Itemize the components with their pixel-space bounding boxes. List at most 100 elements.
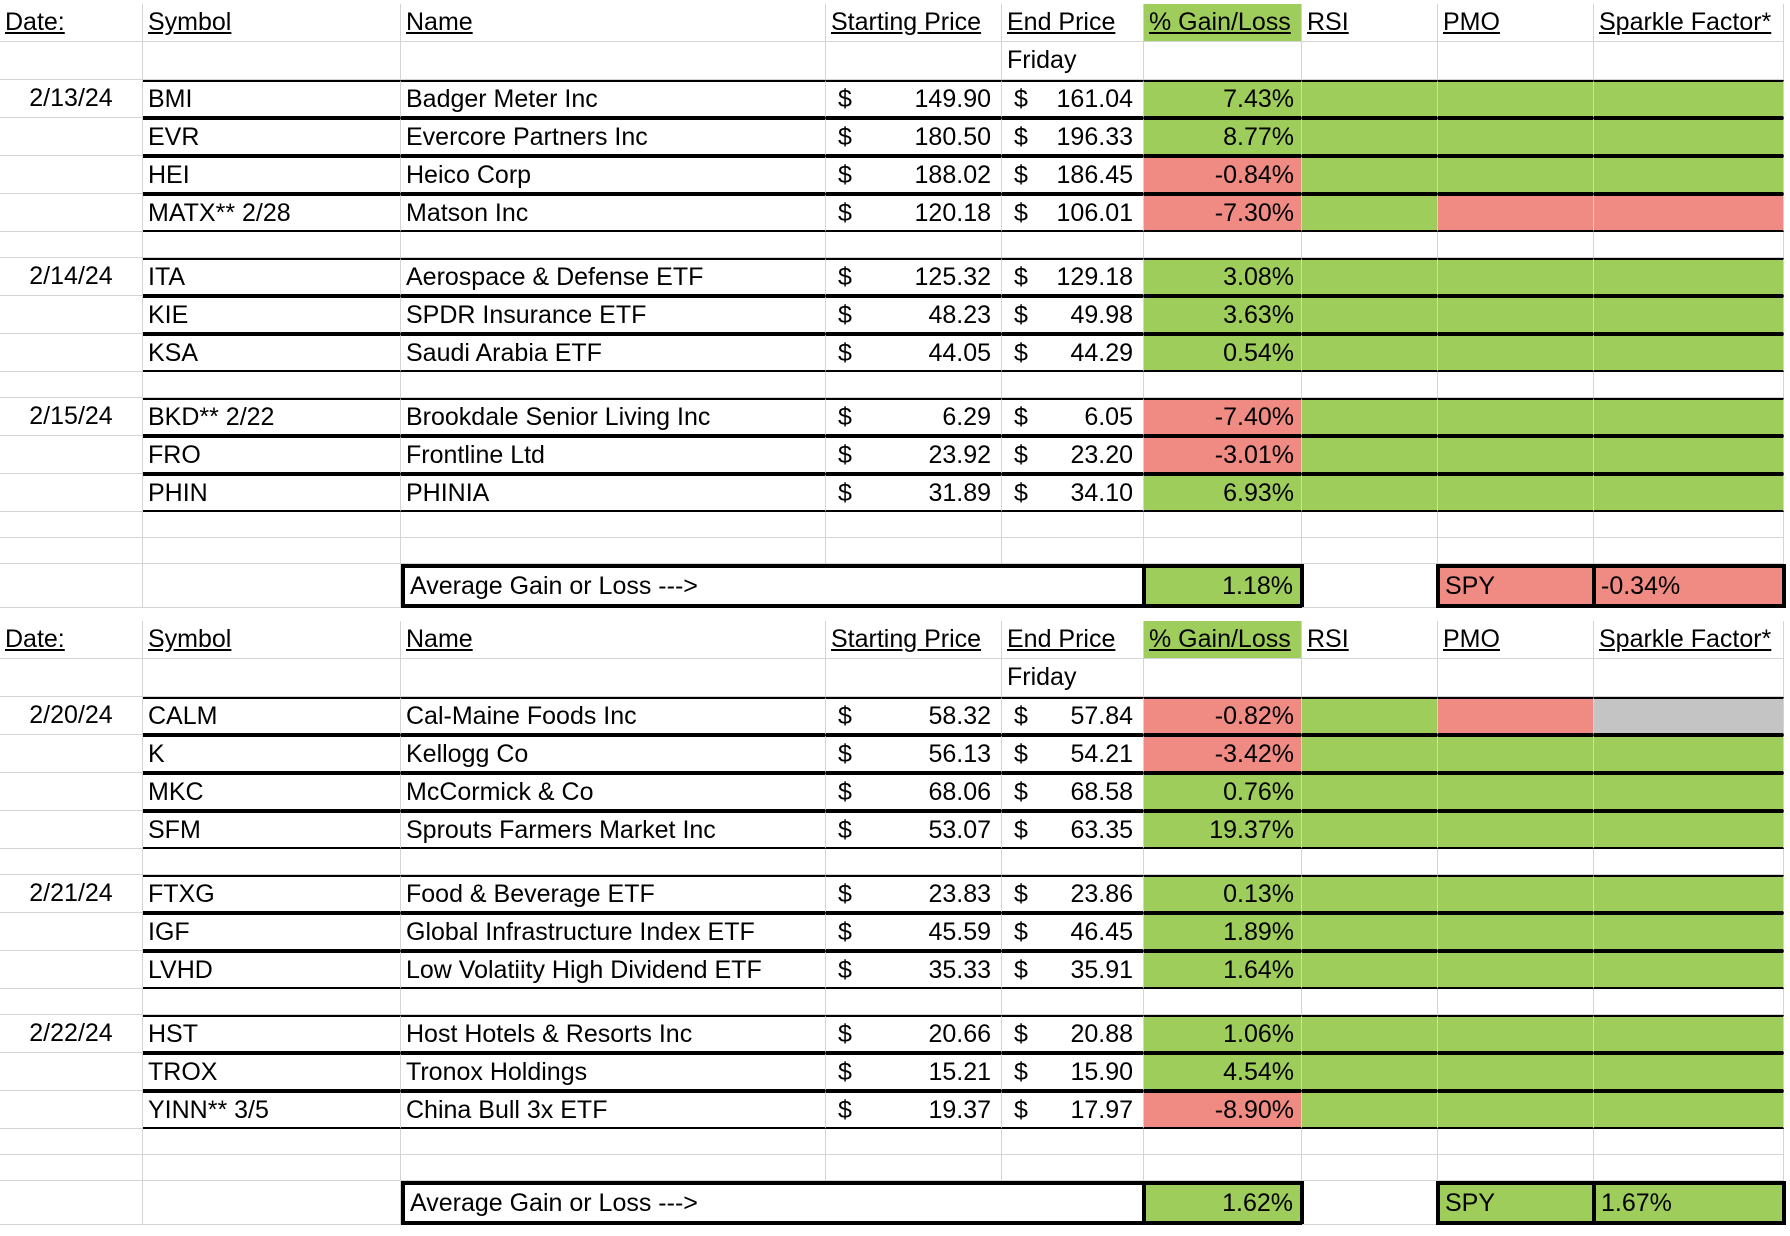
starting-price-cell[interactable]: $6.29 — [826, 398, 1002, 436]
empty-cell[interactable] — [401, 989, 826, 1015]
sparkle-factor-cell[interactable] — [1594, 1015, 1784, 1053]
empty-cell[interactable] — [1438, 989, 1594, 1015]
sparkle-factor-cell[interactable] — [1594, 194, 1784, 232]
empty-cell[interactable] — [826, 659, 1002, 697]
empty-cell[interactable] — [1594, 1129, 1784, 1155]
gain-loss-cell[interactable]: 3.08% — [1144, 258, 1302, 296]
empty-cell[interactable] — [1594, 989, 1784, 1015]
end-price-cell[interactable]: $46.45 — [1002, 913, 1144, 951]
empty-cell[interactable] — [1002, 1155, 1144, 1181]
pmo-cell[interactable] — [1438, 735, 1594, 773]
empty-cell[interactable] — [0, 773, 143, 811]
rsi-cell[interactable] — [1302, 436, 1438, 474]
pmo-cell[interactable] — [1438, 118, 1594, 156]
empty-cell[interactable] — [1438, 372, 1594, 398]
rsi-cell[interactable] — [1302, 1091, 1438, 1129]
rsi-cell[interactable] — [1302, 735, 1438, 773]
empty-cell[interactable] — [401, 1129, 826, 1155]
empty-cell[interactable] — [0, 436, 143, 474]
empty-cell[interactable] — [1438, 232, 1594, 258]
empty-cell[interactable] — [0, 1181, 143, 1225]
symbol-cell[interactable]: HEI — [143, 156, 401, 194]
symbol-cell[interactable]: SFM — [143, 811, 401, 849]
sparkle-factor-cell[interactable] — [1594, 913, 1784, 951]
gain-loss-cell[interactable]: 6.93% — [1144, 474, 1302, 512]
empty-cell[interactable] — [1438, 42, 1594, 80]
name-cell[interactable]: Global Infrastructure Index ETF — [401, 913, 826, 951]
empty-cell[interactable] — [0, 659, 143, 697]
end-price-cell[interactable]: $44.29 — [1002, 334, 1144, 372]
rsi-cell[interactable] — [1302, 334, 1438, 372]
date-cell[interactable]: 2/13/24 — [0, 80, 143, 118]
sparkle-factor-cell[interactable] — [1594, 436, 1784, 474]
starting-price-cell[interactable]: $19.37 — [826, 1091, 1002, 1129]
empty-cell[interactable] — [1438, 1155, 1594, 1181]
empty-cell[interactable] — [826, 42, 1002, 80]
empty-cell[interactable] — [401, 659, 826, 697]
header-end-price[interactable]: End Price — [1002, 4, 1144, 42]
rsi-cell[interactable] — [1302, 194, 1438, 232]
empty-cell[interactable] — [1594, 849, 1784, 875]
pmo-cell[interactable] — [1438, 296, 1594, 334]
empty-cell[interactable] — [1302, 849, 1438, 875]
empty-cell[interactable] — [1002, 372, 1144, 398]
empty-cell[interactable] — [1144, 512, 1302, 538]
gain-loss-cell[interactable]: -0.82% — [1144, 697, 1302, 735]
name-cell[interactable]: Low Volatiity High Dividend ETF — [401, 951, 826, 989]
name-cell[interactable]: Kellogg Co — [401, 735, 826, 773]
empty-cell[interactable] — [1594, 538, 1784, 564]
empty-cell[interactable] — [0, 512, 143, 538]
header-end-price[interactable]: End Price — [1002, 621, 1144, 659]
pmo-cell[interactable] — [1438, 1015, 1594, 1053]
empty-cell[interactable] — [1302, 512, 1438, 538]
empty-cell[interactable] — [1144, 42, 1302, 80]
end-price-cell[interactable]: $35.91 — [1002, 951, 1144, 989]
name-cell[interactable]: Saudi Arabia ETF — [401, 334, 826, 372]
symbol-cell[interactable]: EVR — [143, 118, 401, 156]
gain-loss-cell[interactable]: 19.37% — [1144, 811, 1302, 849]
header-symbol[interactable]: Symbol — [143, 4, 401, 42]
pmo-cell[interactable] — [1438, 1053, 1594, 1091]
name-cell[interactable]: Host Hotels & Resorts Inc — [401, 1015, 826, 1053]
empty-cell[interactable] — [1438, 659, 1594, 697]
end-price-day-label[interactable]: Friday — [1002, 659, 1144, 697]
rsi-cell[interactable] — [1302, 118, 1438, 156]
symbol-cell[interactable]: K — [143, 735, 401, 773]
name-cell[interactable]: Brookdale Senior Living Inc — [401, 398, 826, 436]
empty-cell[interactable] — [1594, 659, 1784, 697]
sparkle-factor-cell[interactable] — [1594, 697, 1784, 735]
empty-cell[interactable] — [401, 1155, 826, 1181]
starting-price-cell[interactable]: $149.90 — [826, 80, 1002, 118]
date-cell[interactable]: 2/15/24 — [0, 398, 143, 436]
symbol-cell[interactable]: HST — [143, 1015, 401, 1053]
empty-cell[interactable] — [0, 1129, 143, 1155]
end-price-cell[interactable]: $63.35 — [1002, 811, 1144, 849]
gain-loss-cell[interactable]: -8.90% — [1144, 1091, 1302, 1129]
sparkle-factor-cell[interactable] — [1594, 80, 1784, 118]
rsi-cell[interactable] — [1302, 398, 1438, 436]
empty-cell[interactable] — [0, 1155, 143, 1181]
empty-cell[interactable] — [1594, 232, 1784, 258]
average-gain-loss-value[interactable]: 1.18% — [1142, 564, 1304, 608]
empty-cell[interactable] — [143, 1129, 401, 1155]
empty-cell[interactable] — [1594, 1155, 1784, 1181]
symbol-cell[interactable]: ITA — [143, 258, 401, 296]
empty-cell[interactable] — [1002, 538, 1144, 564]
empty-cell[interactable] — [826, 538, 1002, 564]
gain-loss-cell[interactable]: 4.54% — [1144, 1053, 1302, 1091]
date-cell[interactable]: 2/22/24 — [0, 1015, 143, 1053]
gain-loss-cell[interactable]: -3.42% — [1144, 735, 1302, 773]
header-starting-price[interactable]: Starting Price — [826, 4, 1002, 42]
average-gain-loss-value[interactable]: 1.62% — [1142, 1181, 1304, 1225]
name-cell[interactable]: Food & Beverage ETF — [401, 875, 826, 913]
empty-cell[interactable] — [826, 1155, 1002, 1181]
empty-cell[interactable] — [0, 735, 143, 773]
header-name[interactable]: Name — [401, 4, 826, 42]
empty-cell[interactable] — [1594, 372, 1784, 398]
end-price-cell[interactable]: $54.21 — [1002, 735, 1144, 773]
empty-cell[interactable] — [143, 659, 401, 697]
sparkle-factor-cell[interactable] — [1594, 1091, 1784, 1129]
empty-cell[interactable] — [1144, 1129, 1302, 1155]
empty-cell[interactable] — [1002, 512, 1144, 538]
end-price-cell[interactable]: $49.98 — [1002, 296, 1144, 334]
